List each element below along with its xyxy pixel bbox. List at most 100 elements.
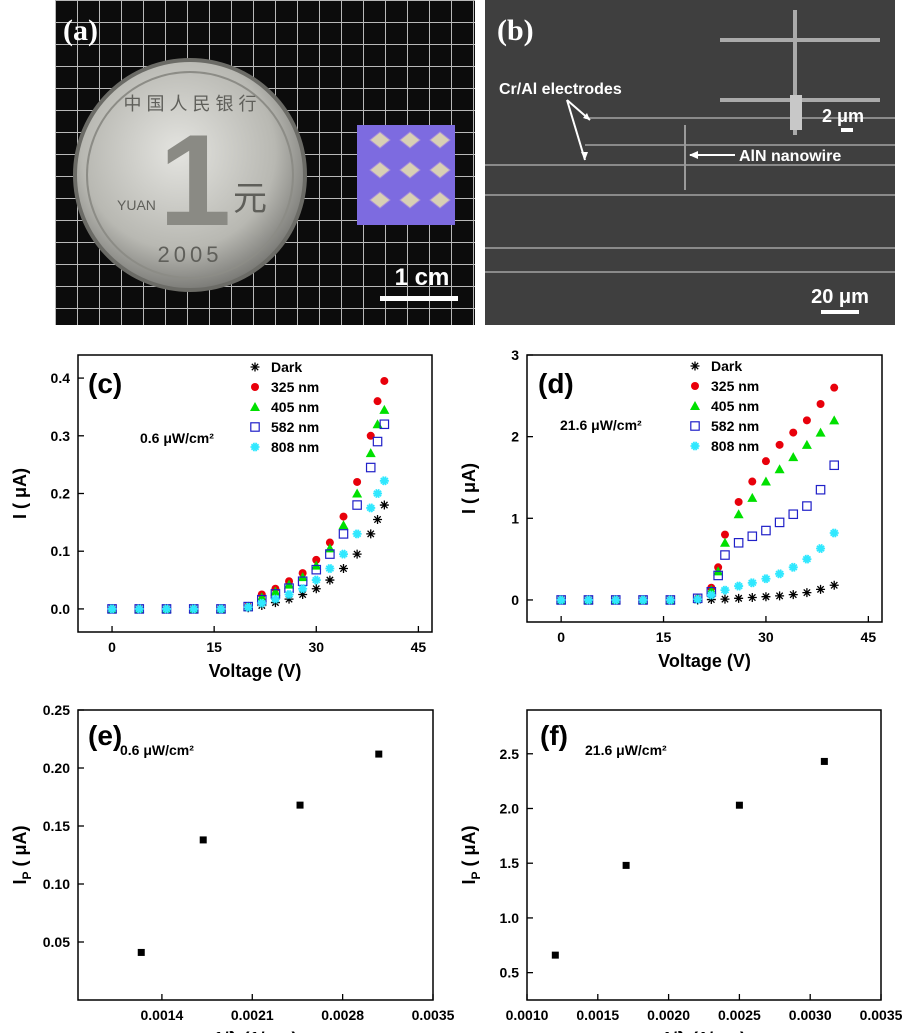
data-point [353, 477, 362, 486]
inset-scale-label: 2 μm [822, 106, 864, 126]
series-808-nm [107, 476, 389, 614]
x-axis-label: Voltage (V) [658, 651, 751, 671]
y-tick-label: 0.4 [51, 370, 71, 386]
data-point [243, 602, 253, 612]
x-axis-label: Voltage (V) [209, 661, 302, 681]
data-point [611, 595, 620, 604]
data-point [372, 436, 383, 447]
data-point [622, 861, 630, 869]
data-point [802, 416, 811, 425]
data-point [284, 583, 294, 593]
series-325-nm [108, 376, 389, 613]
data-point [244, 602, 253, 611]
legend-label: 582 nm [711, 418, 759, 434]
coin-year: 2005 [158, 242, 223, 267]
data-point [733, 537, 744, 548]
data-point [366, 431, 375, 440]
data-point [556, 595, 566, 605]
data-point [324, 543, 335, 553]
y-axis-label: IP ( μA) [459, 825, 483, 884]
data-point [775, 591, 785, 601]
panel-label-f: (f) [540, 720, 568, 751]
y-tick-label: 0.0 [51, 601, 71, 617]
coin-numeral: 1 [159, 107, 231, 253]
data-point [734, 593, 744, 603]
y-axis-label-subscript: P [20, 871, 34, 879]
data-point [162, 604, 171, 613]
data-point [297, 572, 308, 582]
data-point [296, 801, 304, 809]
data-point [610, 594, 621, 604]
data-point [556, 595, 566, 605]
plot-frame [77, 354, 433, 633]
data-point [830, 383, 839, 392]
legend-marker [250, 402, 260, 411]
data-point [761, 457, 770, 466]
legend-label: 405 nm [271, 399, 319, 415]
legend-marker [250, 442, 260, 452]
series-405-nm [107, 404, 390, 613]
chart-f: 0.0010 0.0015 0.0020 0.0025 0.0030 0.0035 0.5 1… [459, 709, 903, 1033]
data-point [365, 462, 376, 473]
data-point [311, 560, 322, 570]
data-point [338, 520, 349, 530]
data-point [373, 514, 383, 524]
coin-yuan-text: YUAN [117, 197, 156, 213]
data-point [325, 563, 335, 574]
data-point [665, 595, 675, 605]
data-point [284, 589, 294, 600]
x-tick-label: 0.0025 [718, 1007, 761, 1023]
data-point [665, 594, 676, 604]
y-axis-label: IP ( μA) [10, 825, 34, 884]
legend: Dark 325 nm 405 nm 582 nm 808 nm [250, 359, 319, 455]
data-point [720, 530, 729, 539]
data-point [774, 517, 785, 528]
data-point [311, 584, 321, 594]
y-tick-label: 0.5 [500, 965, 520, 981]
data-point [312, 555, 321, 564]
legend-label: Dark [711, 358, 742, 374]
panel-label-b: (b) [497, 14, 534, 47]
data-point [706, 595, 716, 605]
data-point [339, 512, 348, 521]
inset-scale-bar [841, 128, 853, 132]
data-point [188, 604, 199, 614]
data-point [666, 595, 675, 604]
chart-e: 0.0014 0.0021 0.0028 0.0035 0.05 0.10 0.15 0.20… [10, 702, 455, 1033]
sem-scale-label: 20 μm [811, 286, 869, 308]
data-point [693, 595, 703, 605]
x-tick-label: 45 [411, 639, 427, 655]
data-point [829, 460, 840, 471]
data-point [802, 501, 812, 511]
data-point [789, 428, 798, 437]
coin-top-text: 中 国 人 民 银 行 [123, 94, 256, 114]
data-point [284, 579, 295, 589]
data-point [270, 594, 280, 604]
legend-marker [250, 422, 260, 432]
y-axis-label: I ( μA) [10, 468, 30, 519]
data-point [802, 588, 812, 598]
data-point [243, 601, 254, 611]
data-point [298, 584, 308, 594]
legend-label: 325 nm [271, 379, 319, 395]
data-point [257, 594, 267, 605]
y-tick-label: 0.05 [43, 934, 70, 950]
data-point [720, 585, 730, 595]
data-point [692, 593, 703, 603]
y-tick-label: 3 [511, 347, 519, 363]
data-point [270, 598, 280, 608]
data-point [325, 538, 334, 547]
data-point [270, 586, 281, 596]
x-tick-label: 0.0021 [231, 1007, 274, 1023]
data-point [761, 525, 771, 536]
data-point [760, 476, 771, 486]
data-point [380, 376, 389, 385]
data-point [720, 550, 730, 560]
data-point [256, 592, 267, 602]
data-point [775, 569, 785, 579]
data-point [747, 531, 758, 542]
data-point [802, 554, 812, 564]
data-point [713, 566, 724, 576]
data-point [270, 589, 281, 599]
data-point [788, 452, 799, 462]
